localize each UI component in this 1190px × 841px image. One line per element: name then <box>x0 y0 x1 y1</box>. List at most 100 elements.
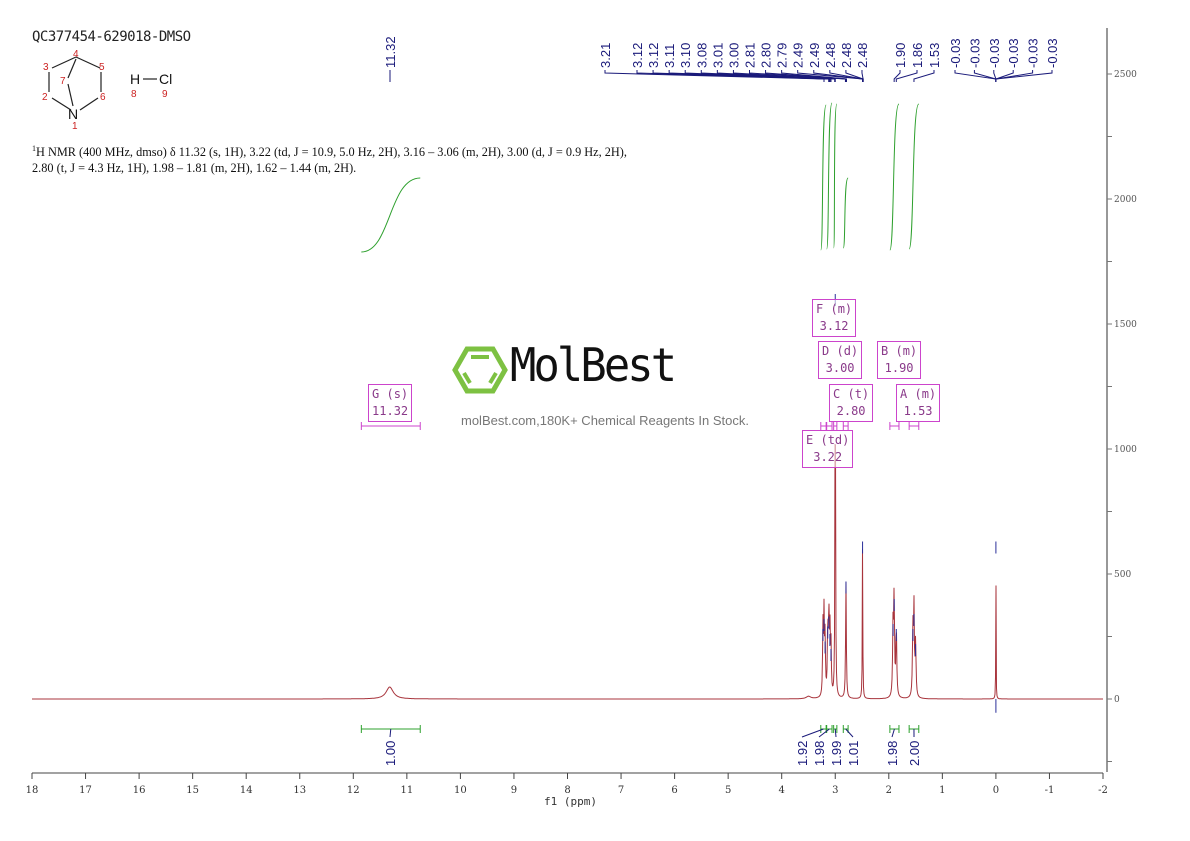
multiplet-letter: E <box>806 433 814 447</box>
multiplet-letter: C <box>833 387 841 401</box>
multiplet-type: (d) <box>836 344 859 358</box>
multiplet-box-a: A (m) 1.53 <box>896 384 941 422</box>
multiplet-type: (m) <box>895 344 918 358</box>
multiplet-id: E (td) <box>806 432 849 449</box>
x-tick-label: 3 <box>832 785 838 796</box>
multiplet-shift: 2.80 <box>836 404 866 418</box>
x-tick-label: 0 <box>993 785 999 796</box>
integral-value: 1.98 <box>812 741 827 766</box>
multiplet-shift: 3.12 <box>819 319 849 333</box>
atom-number: 3 <box>43 62 49 73</box>
multiplet-shift: 3.22 <box>813 450 843 464</box>
multiplet-id: A (m) <box>900 386 936 403</box>
atom-number: 1 <box>72 121 78 132</box>
nucleus-mass: 1 <box>32 144 36 153</box>
x-tick-label: -2 <box>1098 785 1108 796</box>
multiplet-range-bar <box>889 422 900 430</box>
y-tick-label: 1500 <box>1114 320 1137 330</box>
integral-curve <box>842 177 849 249</box>
multiplet-type: (s) <box>386 387 409 401</box>
chemical-structure <box>48 56 157 111</box>
integral-value: 1.98 <box>885 741 900 766</box>
integral-curve <box>833 103 838 249</box>
multiplet-id: D (d) <box>822 343 858 360</box>
x-tick-label: 2 <box>886 785 892 796</box>
peak-label: 3.08 <box>694 43 709 68</box>
y-tick-label: 2000 <box>1114 195 1137 205</box>
x-tick-label: 14 <box>240 785 253 796</box>
y-tick-label: 2500 <box>1114 70 1137 80</box>
x-tick-label: 17 <box>79 785 92 796</box>
peak-label-connector <box>895 70 918 82</box>
multiplet-shift: 1.90 <box>884 361 914 375</box>
multiplet-type: (m) <box>830 302 853 316</box>
peak-label-connector <box>995 70 1014 82</box>
peak-labels: 3.21 3.12 3.12 3.11 3.10 3.08 3.01 3.00 2.81 2.80… <box>383 36 1060 82</box>
peak-label: -0.03 <box>1006 38 1021 68</box>
x-tick-label: 13 <box>293 785 306 796</box>
multiplet-type: (m) <box>914 387 937 401</box>
peak-label-connector <box>604 70 825 82</box>
multiplet-letter: B <box>881 344 889 358</box>
peak-label: 3.12 <box>646 43 661 68</box>
x-tick-label: 8 <box>564 785 570 796</box>
multiplet-box-b: B (m) 1.90 <box>877 341 922 379</box>
x-tick-label: 7 <box>618 785 624 796</box>
integral-label-connector <box>834 728 837 738</box>
multiplet-shift: 3.00 <box>825 361 855 375</box>
peak-label: 1.86 <box>910 43 925 68</box>
x-tick-label: 11 <box>400 785 413 796</box>
multiplet-shift: 11.32 <box>372 404 409 418</box>
multiplet-box-e: E (td) 3.22 <box>802 430 854 468</box>
axes: 18 17 16 15 14 13 12 11 10 9 8 7 6 5 4 3 2 1 0 -1 -205001000… <box>26 28 1137 796</box>
peak-label: -0.03 <box>1045 38 1060 68</box>
integral-curve <box>361 177 421 253</box>
peak-label-connector <box>954 70 997 82</box>
peak-label: 3.12 <box>630 43 645 68</box>
peak-label: 2.49 <box>807 43 822 68</box>
peak-label-connector <box>781 70 847 82</box>
integral-value: 1.01 <box>846 741 861 766</box>
atom-nitrogen: N <box>68 106 78 122</box>
multiplet-range-bar <box>908 422 920 430</box>
x-tick-label: 4 <box>779 785 785 796</box>
integral-curve <box>820 104 827 251</box>
peak-label: 1.53 <box>927 43 942 68</box>
nmr-description: 1H NMR (400 MHz, dmso) δ 11.32 (s, 1H), … <box>32 141 632 176</box>
integral-value: 1.99 <box>829 741 844 766</box>
atom-number: 6 <box>100 92 106 103</box>
x-tick-label: 12 <box>347 785 360 796</box>
peak-label: 2.81 <box>742 43 757 68</box>
peak-label: 2.79 <box>775 43 790 68</box>
peak-label: 3.11 <box>662 44 677 68</box>
x-tick-label: 9 <box>511 785 517 796</box>
x-tick-label: 15 <box>186 785 199 796</box>
peak-label: -0.03 <box>1026 38 1041 68</box>
atom-h: H <box>130 71 140 87</box>
multiplet-range-bar <box>360 422 421 430</box>
peak-label: 3.10 <box>678 43 693 68</box>
peak-label: 2.48 <box>855 43 870 68</box>
peak-label: 3.21 <box>598 43 613 68</box>
integral-curve <box>889 103 900 251</box>
multiplet-box-d: D (d) 3.00 <box>818 341 863 379</box>
integral-curves: 1.00 1.92 1.98 1.99 1.01 1.98 2.00 <box>360 102 922 766</box>
peak-label-connector <box>913 70 935 82</box>
atom-cl: Cl <box>159 71 172 87</box>
peak-label-connector <box>765 70 847 82</box>
peak-label-connector <box>700 70 832 82</box>
x-tick-label: 16 <box>133 785 146 796</box>
peak-label: -0.03 <box>967 38 982 68</box>
multiplet-letter: F <box>816 302 824 316</box>
x-tick-label: -1 <box>1045 785 1055 796</box>
integral-curve <box>826 102 833 250</box>
peak-label: 2.49 <box>791 43 806 68</box>
y-tick-label: 1000 <box>1114 445 1137 455</box>
peak-label: -0.03 <box>987 38 1002 68</box>
integral-value: 1.92 <box>795 741 810 766</box>
peak-label: 11.32 <box>383 36 398 68</box>
integral-value: 1.00 <box>383 741 398 766</box>
multiplet-type: (t) <box>847 387 870 401</box>
